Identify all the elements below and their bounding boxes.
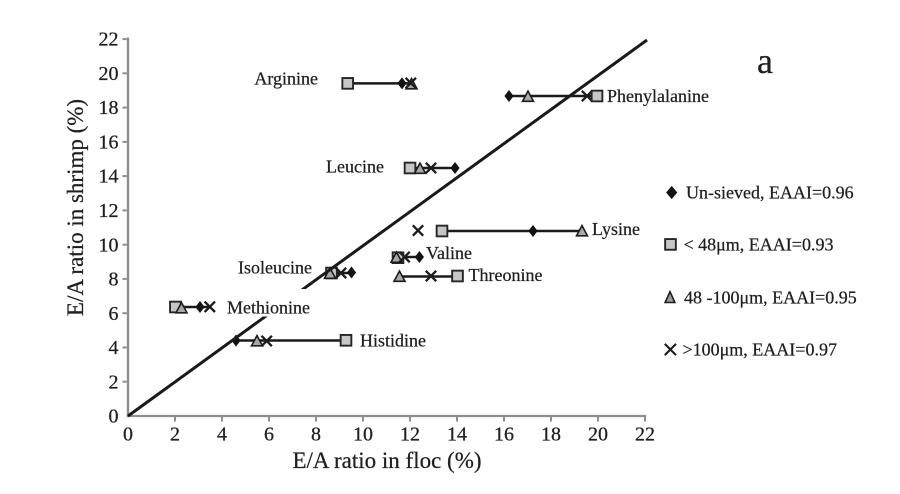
svg-text:2: 2: [109, 371, 119, 393]
svg-text:16: 16: [494, 424, 514, 446]
svg-text:18: 18: [541, 424, 561, 446]
svg-text:10: 10: [99, 234, 119, 256]
svg-text:22: 22: [99, 29, 119, 51]
svg-text:16: 16: [99, 132, 119, 154]
svg-text:48 -100μm, EAAI=0.95: 48 -100μm, EAAI=0.95: [684, 288, 857, 308]
svg-text:Lysine: Lysine: [592, 219, 640, 239]
svg-text:8: 8: [311, 424, 321, 446]
svg-text:Arginine: Arginine: [254, 69, 318, 89]
svg-text:4: 4: [217, 424, 227, 446]
svg-text:4: 4: [109, 337, 119, 359]
svg-text:0: 0: [123, 424, 133, 446]
svg-text:20: 20: [99, 63, 119, 85]
svg-text:12: 12: [400, 424, 420, 446]
svg-text:Un-sieved, EAAI=0.96: Un-sieved, EAAI=0.96: [686, 183, 854, 203]
svg-text:18: 18: [99, 97, 119, 119]
svg-text:Methionine: Methionine: [227, 298, 310, 318]
svg-text:2: 2: [170, 424, 180, 446]
svg-text:E/A ratio in floc (%): E/A ratio in floc (%): [292, 448, 481, 473]
svg-text:20: 20: [588, 424, 608, 446]
svg-text:Isoleucine: Isoleucine: [238, 258, 312, 278]
svg-text:14: 14: [99, 166, 119, 188]
svg-text:Valine: Valine: [426, 243, 472, 263]
svg-text:Histidine: Histidine: [360, 331, 426, 351]
svg-text:>100μm, EAAI=0.97: >100μm, EAAI=0.97: [683, 340, 837, 360]
svg-text:10: 10: [353, 424, 373, 446]
svg-text:< 48μm, EAAI=0.93: < 48μm, EAAI=0.93: [684, 235, 834, 255]
svg-text:12: 12: [99, 200, 119, 222]
svg-text:a: a: [757, 41, 773, 81]
svg-text:22: 22: [635, 424, 655, 446]
svg-text:E/A ratio in shrimp (%): E/A ratio in shrimp (%): [63, 99, 88, 316]
svg-text:Threonine: Threonine: [469, 265, 543, 285]
svg-text:Phenylalanine: Phenylalanine: [607, 86, 709, 106]
svg-text:6: 6: [109, 303, 119, 325]
svg-text:6: 6: [264, 424, 274, 446]
svg-text:Leucine: Leucine: [326, 157, 384, 177]
svg-text:0: 0: [109, 406, 119, 428]
svg-text:14: 14: [447, 424, 467, 446]
svg-text:8: 8: [109, 269, 119, 291]
